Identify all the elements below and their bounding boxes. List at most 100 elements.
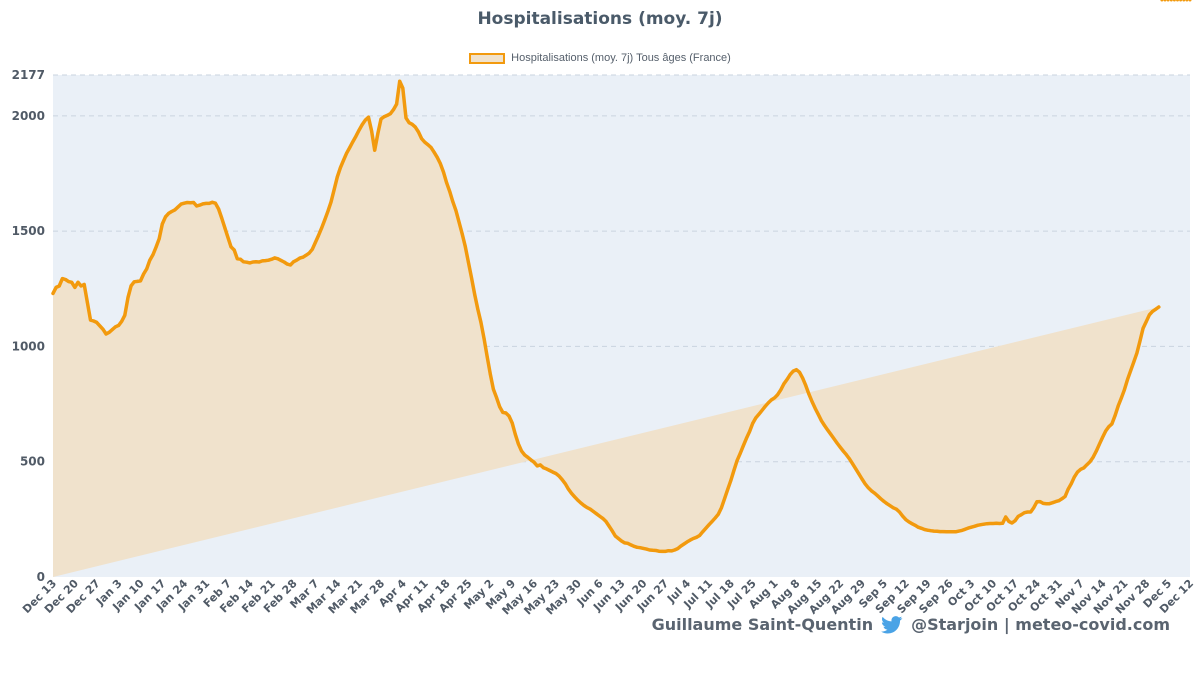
data-point bbox=[292, 260, 295, 264]
data-point bbox=[960, 528, 964, 532]
data-point bbox=[776, 393, 780, 397]
data-point bbox=[1001, 521, 1005, 525]
data-point bbox=[954, 530, 958, 534]
data-point bbox=[192, 201, 196, 204]
data-point bbox=[904, 518, 908, 522]
data-point bbox=[885, 502, 889, 506]
data-point bbox=[1063, 495, 1067, 498]
data-point bbox=[801, 376, 805, 380]
data-point bbox=[829, 432, 833, 436]
data-point bbox=[788, 373, 792, 376]
data-point bbox=[607, 524, 611, 528]
data-point bbox=[741, 444, 745, 448]
data-point bbox=[282, 260, 286, 264]
data-point bbox=[1122, 388, 1126, 392]
data-point bbox=[170, 210, 174, 213]
data-point bbox=[276, 257, 280, 261]
data-point bbox=[726, 487, 730, 491]
data-point bbox=[351, 140, 355, 144]
data-point bbox=[585, 506, 589, 510]
data-point bbox=[217, 207, 221, 211]
data-point bbox=[114, 325, 117, 329]
data-point bbox=[457, 220, 461, 224]
data-point bbox=[1169, 0, 1173, 2]
data-point bbox=[332, 188, 336, 192]
data-point bbox=[154, 245, 158, 249]
data-point bbox=[204, 201, 208, 205]
data-point bbox=[288, 263, 292, 267]
data-point bbox=[507, 414, 511, 418]
data-point bbox=[526, 455, 530, 459]
data-point bbox=[545, 467, 548, 471]
data-point bbox=[195, 204, 199, 208]
data-point bbox=[382, 115, 386, 119]
legend[interactable]: Hospitalisations (moy. 7j) Tous âges (Fr… bbox=[0, 52, 1200, 64]
data-point bbox=[757, 412, 761, 416]
data-point bbox=[663, 549, 667, 553]
data-point bbox=[616, 537, 620, 540]
data-point bbox=[966, 526, 970, 530]
data-point bbox=[432, 150, 436, 154]
data-point bbox=[851, 462, 855, 466]
data-point bbox=[139, 279, 142, 283]
data-point bbox=[645, 547, 648, 551]
data-point bbox=[688, 538, 692, 542]
data-point bbox=[357, 128, 361, 132]
data-point bbox=[866, 486, 870, 490]
data-point bbox=[535, 464, 539, 468]
data-point bbox=[751, 421, 755, 425]
data-point bbox=[232, 248, 236, 252]
data-point bbox=[916, 525, 920, 529]
data-point bbox=[1182, 0, 1186, 2]
data-point bbox=[782, 382, 786, 386]
data-point bbox=[566, 487, 570, 491]
data-point bbox=[698, 534, 702, 537]
data-point bbox=[110, 328, 114, 332]
data-point bbox=[254, 260, 258, 264]
data-point bbox=[1185, 0, 1189, 2]
data-point bbox=[979, 523, 983, 527]
data-point bbox=[1144, 320, 1148, 323]
data-point bbox=[591, 510, 595, 513]
data-point bbox=[89, 318, 92, 322]
data-point bbox=[104, 332, 108, 336]
data-point bbox=[388, 112, 392, 116]
data-point bbox=[304, 253, 308, 257]
data-point bbox=[779, 388, 783, 392]
data-point bbox=[794, 368, 798, 372]
data-point bbox=[976, 523, 980, 527]
data-point bbox=[267, 258, 270, 262]
data-point bbox=[1126, 378, 1129, 382]
data-point bbox=[929, 529, 933, 533]
data-point bbox=[994, 521, 998, 525]
data-point bbox=[385, 113, 389, 117]
data-point bbox=[479, 320, 483, 324]
data-point bbox=[938, 530, 942, 534]
data-point bbox=[370, 129, 374, 133]
data-point bbox=[832, 437, 836, 441]
data-point bbox=[891, 506, 895, 510]
data-point bbox=[1047, 502, 1051, 506]
data-point bbox=[1051, 501, 1055, 505]
data-point bbox=[1097, 442, 1101, 446]
data-point bbox=[442, 170, 445, 174]
data-point bbox=[179, 202, 183, 206]
data-point bbox=[504, 411, 508, 415]
data-point bbox=[713, 516, 717, 520]
data-point bbox=[201, 202, 205, 206]
data-point bbox=[363, 118, 367, 122]
data-point bbox=[798, 370, 801, 374]
data-point bbox=[657, 549, 661, 553]
data-point bbox=[520, 449, 523, 453]
data-point bbox=[1026, 510, 1030, 514]
data-point bbox=[629, 543, 633, 547]
data-point bbox=[894, 507, 898, 511]
data-point bbox=[188, 201, 192, 205]
data-point bbox=[348, 146, 352, 150]
data-point bbox=[1004, 515, 1008, 519]
data-point bbox=[448, 189, 452, 193]
data-point bbox=[1132, 360, 1136, 364]
data-point bbox=[263, 259, 267, 263]
data-point bbox=[679, 544, 683, 548]
